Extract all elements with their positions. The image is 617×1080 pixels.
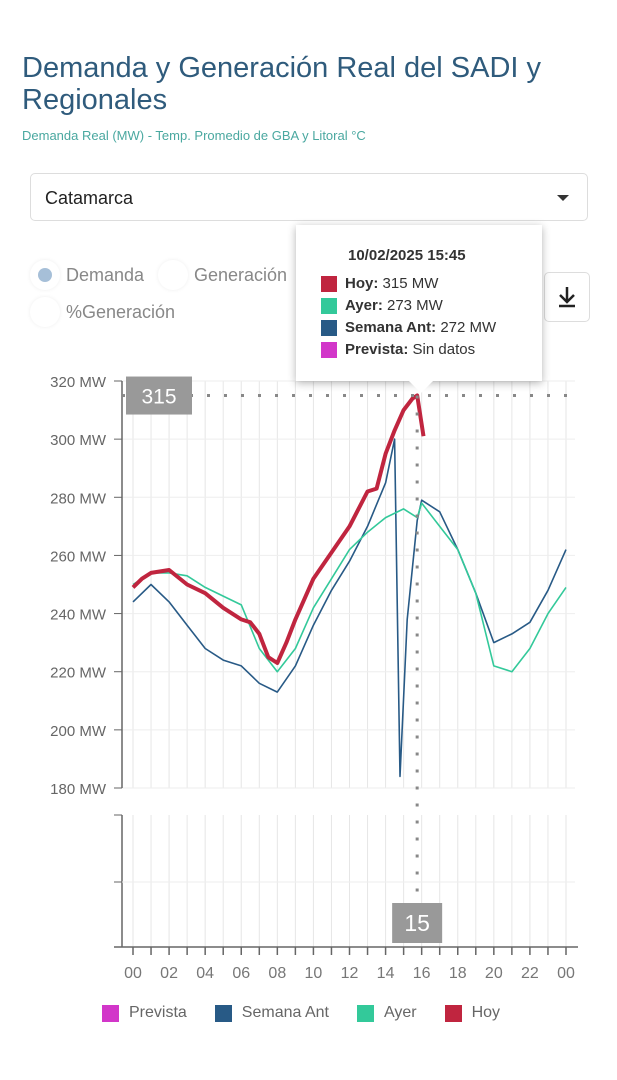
y-tick-label: 220 MW: [50, 665, 107, 682]
download-button[interactable]: [544, 272, 590, 322]
x-tick-label: 18: [449, 965, 467, 982]
y-tick-label: 320 MW: [50, 374, 107, 391]
tooltip-title: 10/02/2025 15:45: [348, 247, 466, 264]
tooltip-row-semana: Semana Ant: 272 MW: [321, 319, 496, 336]
x-tick-label: 14: [377, 965, 395, 982]
radio-label: %Generación: [66, 301, 176, 322]
legend-swatch: [356, 1004, 374, 1022]
x-tick-label: 06: [232, 965, 250, 982]
swatch: [321, 275, 337, 292]
page-title: Demanda y Generación Real del SADI y Reg…: [22, 52, 542, 116]
legend-item-ayer[interactable]: Ayer: [356, 1004, 417, 1022]
tooltip-row-prevista: Prevista: Sin datos: [321, 341, 475, 358]
tooltip-series: Hoy: [345, 275, 374, 292]
series-line-hoy: [131, 393, 426, 665]
radio-label: Demanda: [66, 264, 145, 285]
chevron-down-icon: [557, 195, 569, 201]
radio-icon: [30, 260, 60, 290]
swatch: [321, 297, 337, 314]
y-tick-label: 180 MW: [50, 781, 107, 798]
x-tick-label: 22: [521, 965, 539, 982]
x-tick-label: 12: [341, 965, 359, 982]
legend-item-semana-ant[interactable]: Semana Ant: [214, 1004, 329, 1022]
x-tick-label: 00: [124, 965, 142, 982]
x-tick-label: 08: [268, 965, 286, 982]
tooltip-value: 315 MW: [382, 275, 439, 292]
tooltip-value: 273 MW: [386, 297, 443, 314]
y-tick-label: 300 MW: [50, 432, 107, 449]
legend-swatch: [444, 1004, 462, 1022]
tooltip-row-hoy: Hoy: 315 MW: [321, 275, 438, 292]
swatch: [321, 341, 337, 358]
x-tick-label: 10: [305, 965, 323, 982]
tooltip-series: Ayer: [345, 297, 378, 314]
download-icon: [559, 287, 575, 308]
tooltip-value: Sin datos: [412, 341, 476, 358]
tooltip-row-ayer: Ayer: 273 MW: [321, 297, 443, 314]
region-select-value: Catamarca: [45, 188, 134, 208]
x-tick-label: 16: [413, 965, 431, 982]
series-line-ayer: [132, 502, 567, 673]
crosshair-y-label: 315: [141, 386, 176, 409]
tooltip-value: 272 MW: [440, 319, 497, 336]
y-tick-label: 260 MW: [50, 548, 107, 565]
radio-generacion[interactable]: Generación: [158, 260, 287, 290]
series-line-semana-ant: [132, 438, 567, 778]
tooltip-series: Semana Ant: [345, 319, 432, 336]
region-select[interactable]: Catamarca: [30, 173, 588, 221]
x-tick-label: 02: [160, 965, 178, 982]
x-tick-label: 00: [557, 965, 575, 982]
tooltip-series: Prevista: [345, 341, 404, 358]
swatch: [321, 319, 337, 336]
legend-label: Hoy: [471, 1004, 501, 1021]
y-tick-label: 280 MW: [50, 490, 107, 507]
x-tick-label: 04: [196, 965, 214, 982]
chart-legend: Prevista Semana Ant Ayer Hoy: [102, 1004, 528, 1022]
x-tick-label: 20: [485, 965, 503, 982]
legend-label: Ayer: [383, 1004, 417, 1021]
radio-label: Generación: [194, 264, 288, 285]
legend-swatch: [102, 1004, 119, 1022]
y-tick-label: 240 MW: [50, 607, 107, 624]
chart-tooltip: 10/02/2025 15:45 Hoy: 315 MW Ayer: 273 M…: [296, 225, 542, 393]
radio-pct-generacion[interactable]: %Generación: [30, 297, 175, 327]
legend-label: Semana Ant: [241, 1004, 329, 1021]
legend-swatch: [214, 1004, 232, 1022]
legend-item-hoy[interactable]: Hoy: [444, 1004, 501, 1022]
crosshair-y-badge: [126, 376, 192, 415]
crosshair-x-badge: [392, 903, 443, 943]
crosshair-x-label: 15: [404, 910, 430, 936]
y-tick-label: 200 MW: [50, 723, 107, 740]
page-subtitle: Demanda Real (MW) - Temp. Promedio de GB…: [22, 128, 366, 143]
radio-demanda[interactable]: Demanda: [30, 260, 144, 290]
legend-label: Prevista: [129, 1004, 187, 1021]
legend-item-prevista[interactable]: Prevista: [102, 1004, 187, 1022]
